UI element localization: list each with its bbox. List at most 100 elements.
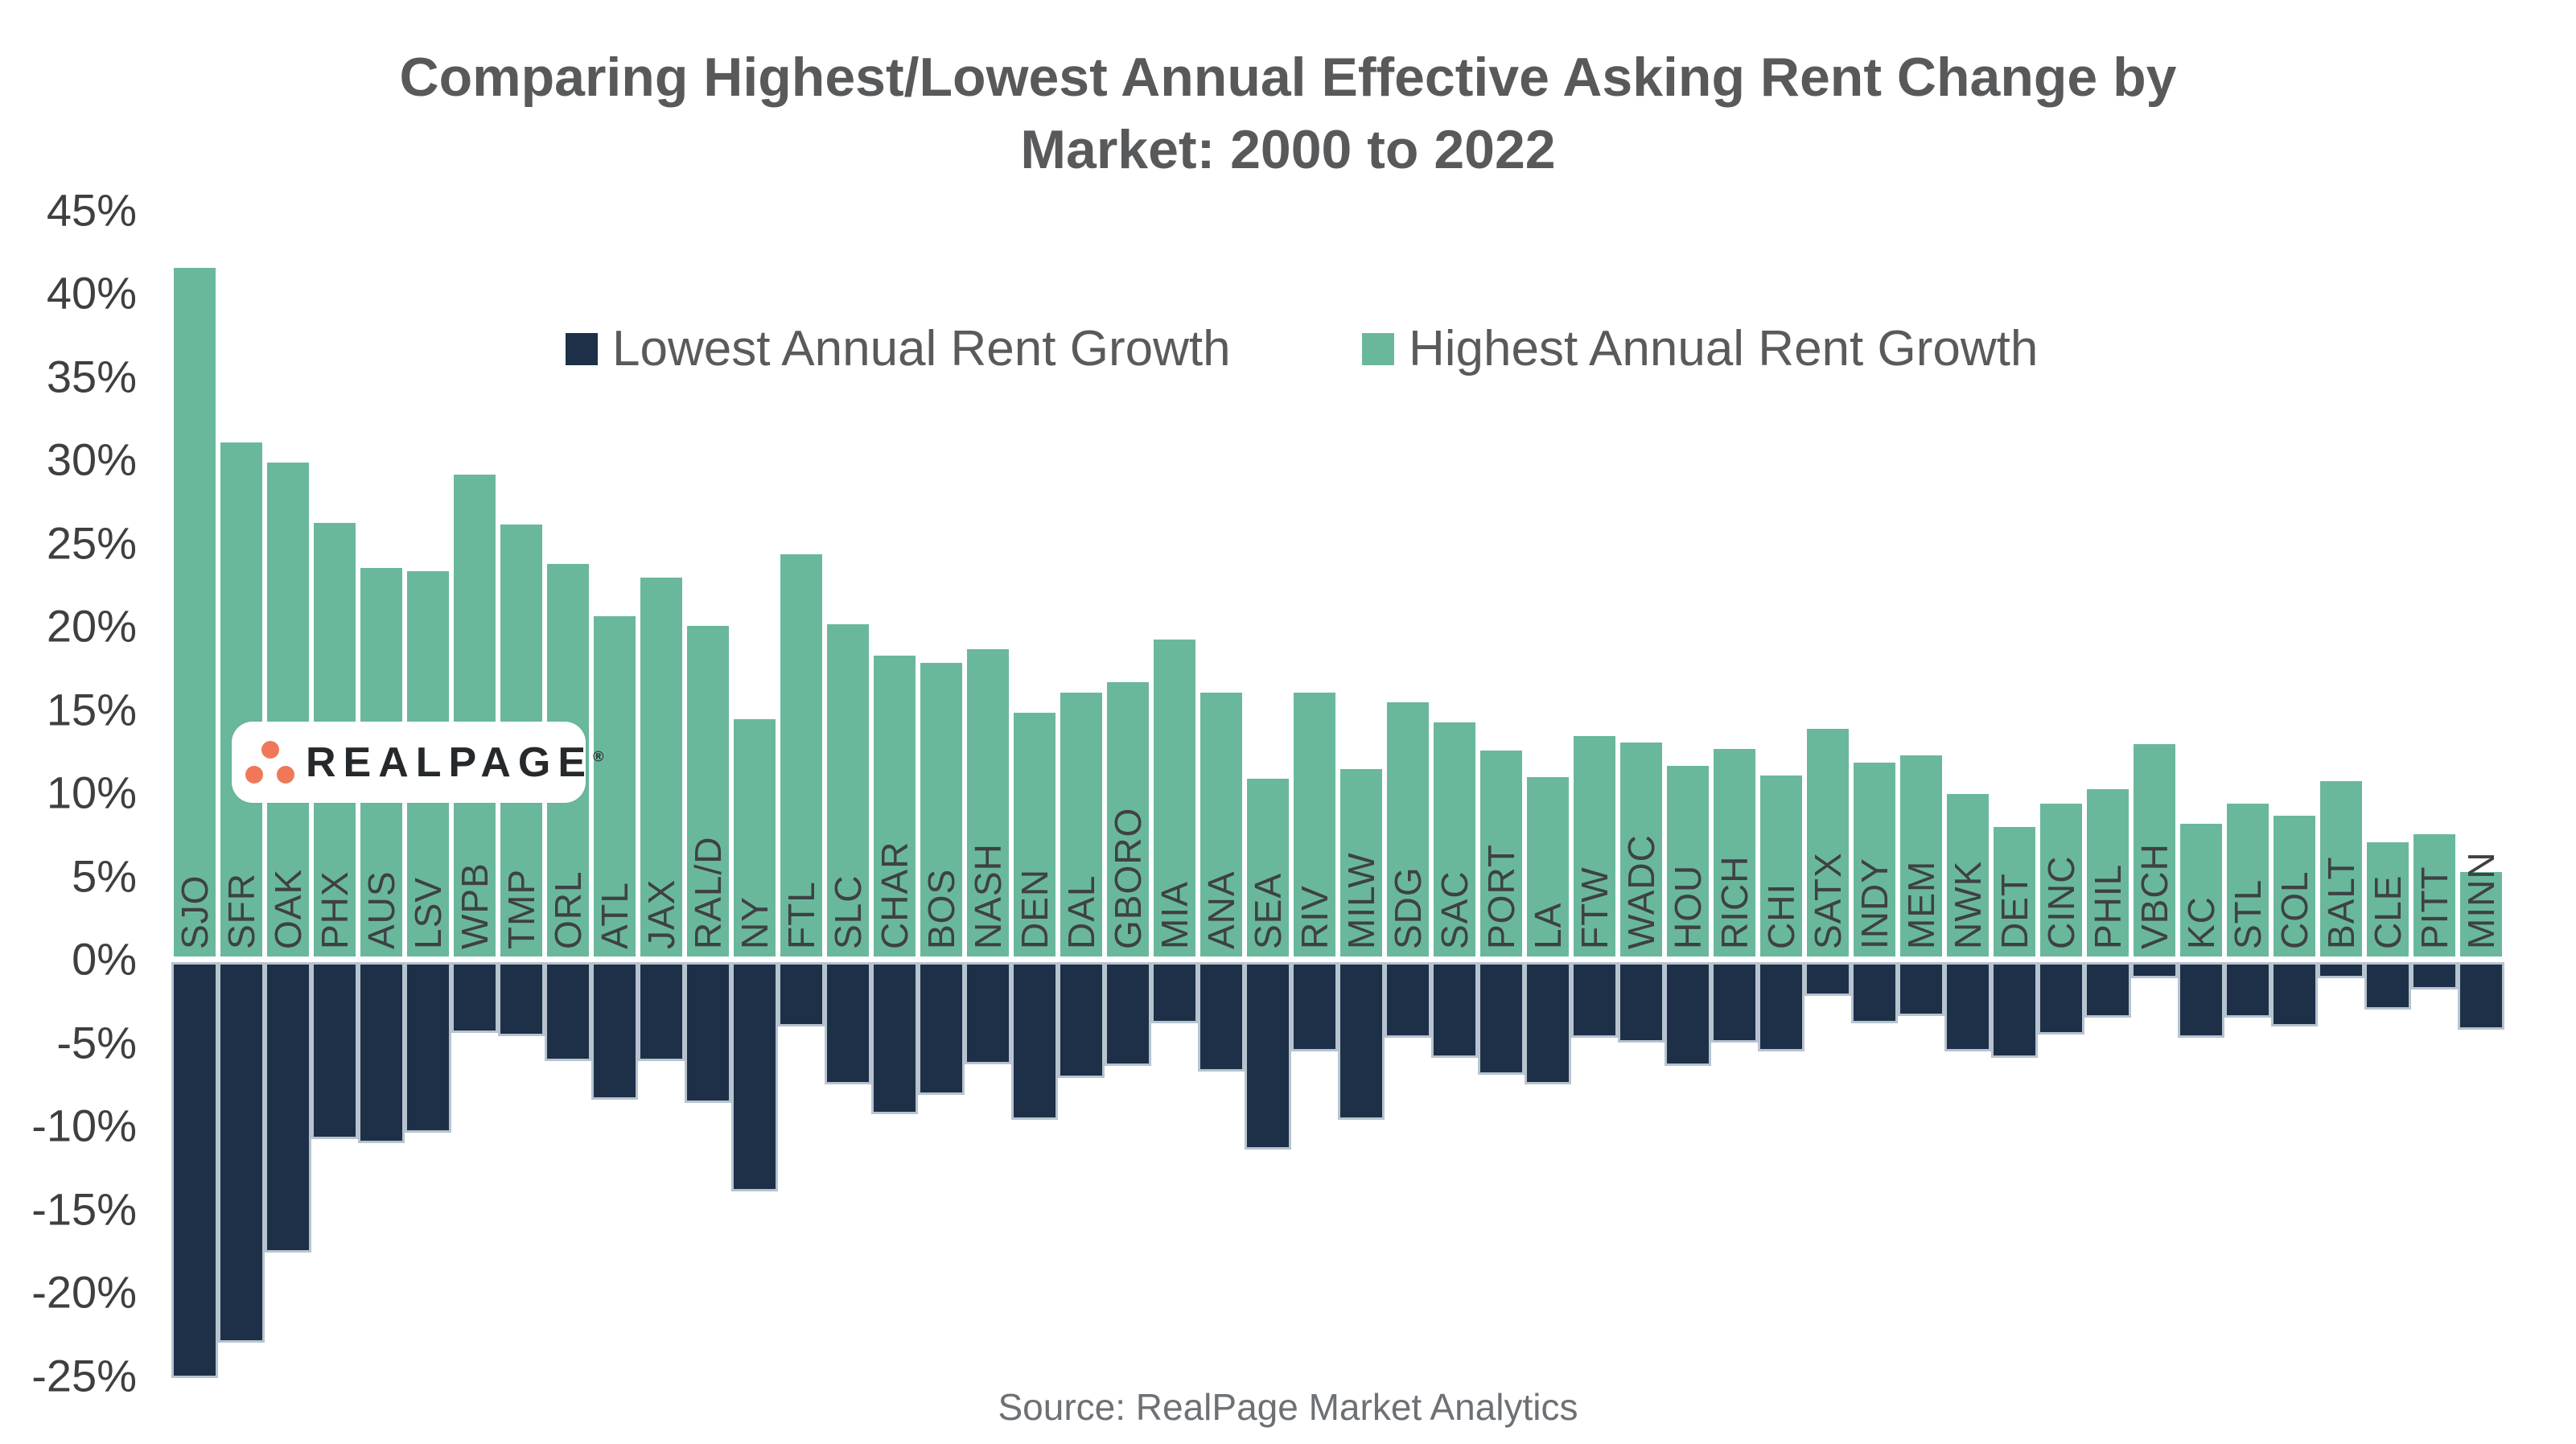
logo-dot-icon: [261, 741, 279, 759]
x-axis-market-label: CINC: [2040, 855, 2082, 949]
x-axis-market-label: HOU: [1667, 864, 1709, 949]
legend-label-highest: Highest Annual Rent Growth: [1409, 321, 2039, 376]
x-axis-market-label: BOS: [920, 868, 962, 949]
bar-lowest-TMP: [498, 962, 545, 1037]
bar-highest-NWK: [1947, 794, 1989, 956]
x-axis-market-label: MEM: [1900, 860, 1942, 949]
y-axis-tick-label: 25%: [46, 517, 137, 568]
x-axis-market-label: SDG: [1387, 866, 1429, 949]
x-axis-market-label: AUS: [360, 870, 402, 949]
bar-highest-FTW: [1574, 735, 1615, 956]
bar-lowest-BALT: [2318, 962, 2364, 978]
x-axis-market-label: TMP: [500, 868, 542, 949]
bar-highest-ATL: [594, 615, 636, 956]
legend-swatch-lowest-icon: [566, 332, 598, 365]
bar-highest-NASH: [967, 648, 1009, 956]
source-note: Source: RealPage Market Analytics: [998, 1386, 1578, 1428]
bar-lowest-DEN: [1011, 962, 1058, 1120]
x-axis-market-label: COL: [2274, 870, 2315, 949]
y-axis-tick-label: -25%: [31, 1350, 137, 1401]
y-axis-tick-label: -20%: [31, 1266, 137, 1318]
bar-lowest-MINN: [2458, 962, 2504, 1030]
x-axis-market-label: PHX: [314, 870, 356, 949]
x-axis-market-label: RICH: [1714, 855, 1755, 949]
bar-lowest-CHI: [1758, 962, 1804, 1051]
y-axis-tick-label: 15%: [46, 684, 137, 734]
bar-highest-RAL/D: [687, 626, 729, 956]
bar-lowest-NY: [731, 962, 778, 1191]
bar-highest-HOU: [1667, 765, 1709, 956]
x-axis-market-label: SJO: [174, 874, 216, 949]
y-axis-tick-label: -10%: [31, 1100, 137, 1151]
bar-lowest-SATX: [1804, 962, 1851, 997]
bar-lowest-BOS: [918, 962, 965, 1095]
bar-highest-WADC: [1620, 742, 1662, 956]
bar-highest-FTL: [780, 553, 822, 956]
bar-lowest-SAC: [1431, 962, 1478, 1059]
x-axis-market-label: ORL: [547, 870, 589, 949]
x-axis-market-label: MIA: [1154, 881, 1195, 949]
bar-highest-COL: [2274, 815, 2315, 956]
bar-lowest-HOU: [1665, 962, 1711, 1067]
y-axis-tick-label: 10%: [46, 767, 137, 818]
chart-title-line2: Market: 2000 to 2022: [1020, 118, 1556, 180]
bar-lowest-CINC: [2038, 962, 2084, 1035]
bar-highest-BALT: [2320, 780, 2362, 956]
bar-highest-OAK: [267, 463, 309, 956]
x-axis-market-label: WPB: [454, 862, 496, 949]
bar-highest-MINN: [2460, 872, 2502, 956]
x-axis-market-label: PITT: [2413, 866, 2455, 949]
bar-lowest-ORL: [545, 962, 591, 1062]
bar-highest-MEM: [1900, 755, 1942, 956]
bar-lowest-SEA: [1245, 962, 1291, 1150]
x-axis-market-label: LSV: [407, 877, 449, 949]
bar-lowest-LA: [1525, 962, 1571, 1085]
bar-highest-SLC: [827, 623, 869, 956]
x-axis-market-label: SFR: [220, 873, 262, 949]
bar-lowest-INDY: [1851, 962, 1898, 1023]
bar-highest-INDY: [1854, 762, 1895, 956]
x-axis-market-label: CHI: [1760, 882, 1802, 949]
bar-highest-SDG: [1387, 702, 1429, 956]
x-axis-market-label: INDY: [1854, 858, 1895, 949]
logo-dot-icon: [245, 766, 263, 784]
bar-lowest-LSV: [405, 962, 451, 1133]
bar-highest-WPB: [454, 474, 496, 956]
bar-lowest-STL: [2224, 962, 2271, 1018]
chart-title-line1: Comparing Highest/Lowest Annual Effectiv…: [399, 47, 2177, 108]
legend-label-lowest: Lowest Annual Rent Growth: [612, 321, 1231, 376]
bar-lowest-FTL: [778, 962, 825, 1026]
bar-lowest-SJO: [171, 962, 218, 1378]
bar-highest-DET: [1994, 827, 2035, 956]
x-axis-market-label: SLC: [827, 874, 869, 949]
bar-lowest-NASH: [965, 962, 1011, 1065]
x-axis-market-label: DAL: [1060, 874, 1102, 949]
y-axis-tick-label: 35%: [46, 351, 137, 401]
bar-highest-MIA: [1154, 639, 1195, 956]
x-axis-market-label: ANA: [1200, 870, 1242, 949]
bar-lowest-SLC: [825, 962, 871, 1085]
bar-highest-SATX: [1807, 729, 1849, 956]
x-axis-market-label: KC: [2180, 896, 2222, 949]
bar-lowest-NWK: [1944, 962, 1991, 1051]
y-axis-tick-label: 45%: [46, 184, 137, 235]
bar-lowest-CHAR: [871, 962, 918, 1115]
bar-lowest-KC: [2178, 962, 2224, 1039]
bar-highest-SFR: [220, 442, 262, 956]
bar-lowest-DET: [1991, 962, 2038, 1059]
bar-highest-STL: [2227, 804, 2269, 956]
x-axis-market-label: SAC: [1434, 870, 1475, 949]
bar-highest-GBORO: [1107, 682, 1149, 956]
bar-lowest-WPB: [451, 962, 498, 1033]
bar-lowest-RICH: [1711, 962, 1758, 1043]
bar-highest-SJO: [174, 267, 216, 956]
y-axis-tick-label: 5%: [72, 850, 137, 901]
y-axis-tick-label: -5%: [56, 1017, 137, 1068]
bar-highest-PHIL: [2087, 788, 2129, 956]
bar-highest-RICH: [1714, 749, 1755, 956]
bar-lowest-FTW: [1571, 962, 1618, 1039]
bar-highest-BOS: [920, 662, 962, 956]
bar-lowest-VBCH: [2131, 962, 2178, 978]
bar-highest-SEA: [1247, 779, 1289, 956]
bar-lowest-SFR: [218, 962, 265, 1343]
